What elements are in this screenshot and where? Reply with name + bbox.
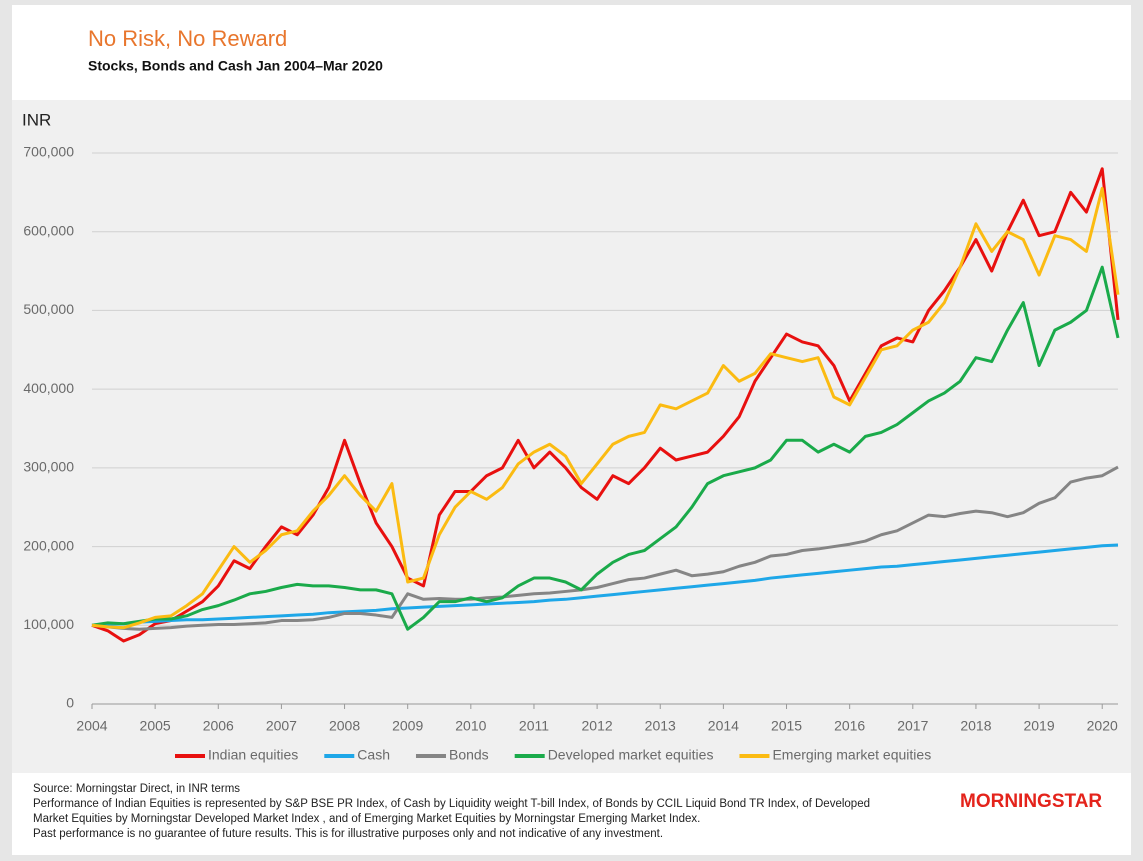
chart-title: No Risk, No Reward: [88, 26, 287, 51]
y-tick-label: 500,000: [23, 301, 74, 317]
x-tick-label: 2019: [1023, 718, 1054, 734]
note: Past performance is no guarantee of futu…: [33, 828, 663, 840]
x-tick-label: 2017: [897, 718, 928, 734]
footer: [12, 773, 1131, 855]
x-tick-label: 2007: [266, 718, 297, 734]
y-tick-label: 400,000: [23, 380, 74, 396]
x-tick-label: 2015: [771, 718, 802, 734]
x-tick-label: 2009: [392, 718, 423, 734]
x-tick-label: 2014: [708, 718, 739, 734]
series-line: [91, 186, 1120, 630]
y-tick-label: 700,000: [23, 144, 74, 160]
x-tick-label: 2012: [582, 718, 613, 734]
legend-label: Developed market equities: [548, 747, 714, 763]
legend-label: Bonds: [449, 747, 489, 763]
note: Market Equities by Morningstar Developed…: [33, 813, 700, 825]
x-tick-label: 2011: [519, 718, 549, 734]
x-tick-label: 2018: [960, 718, 991, 734]
y-tick-label: 600,000: [23, 222, 74, 238]
series-line: [91, 543, 1119, 627]
legend-label: Cash: [357, 747, 390, 763]
legend-label: Emerging market equities: [772, 747, 931, 763]
source: Source: Morningstar Direct, in INR terms: [33, 783, 240, 795]
y-tick-label: 100,000: [23, 616, 74, 632]
series-line: [91, 265, 1120, 631]
x-tick-label: 2016: [834, 718, 865, 734]
x-tick-label: 2006: [203, 718, 234, 734]
x-tick-label: 2004: [76, 718, 107, 734]
y-tick-label: 300,000: [23, 459, 74, 475]
series-line: [91, 465, 1119, 631]
series-line: [91, 167, 1120, 643]
x-tick-label: 2005: [140, 718, 171, 734]
y-axis-label: INR: [22, 110, 51, 129]
x-tick-label: 2020: [1087, 718, 1118, 734]
note: Performance of Indian Equities is repres…: [33, 798, 870, 810]
logo: MORNINGSTAR: [960, 791, 1102, 812]
y-tick-label: 200,000: [23, 537, 74, 553]
x-tick-label: 2010: [455, 718, 486, 734]
x-tick-label: 2013: [645, 718, 676, 734]
x-tick-label: 2008: [329, 718, 360, 734]
chart-subtitle: Stocks, Bonds and Cash Jan 2004–Mar 2020: [88, 58, 383, 74]
header: [12, 5, 1131, 100]
legend-label: Indian equities: [208, 747, 298, 763]
y-tick-label: 0: [66, 695, 74, 711]
plot-area: [12, 100, 1131, 773]
